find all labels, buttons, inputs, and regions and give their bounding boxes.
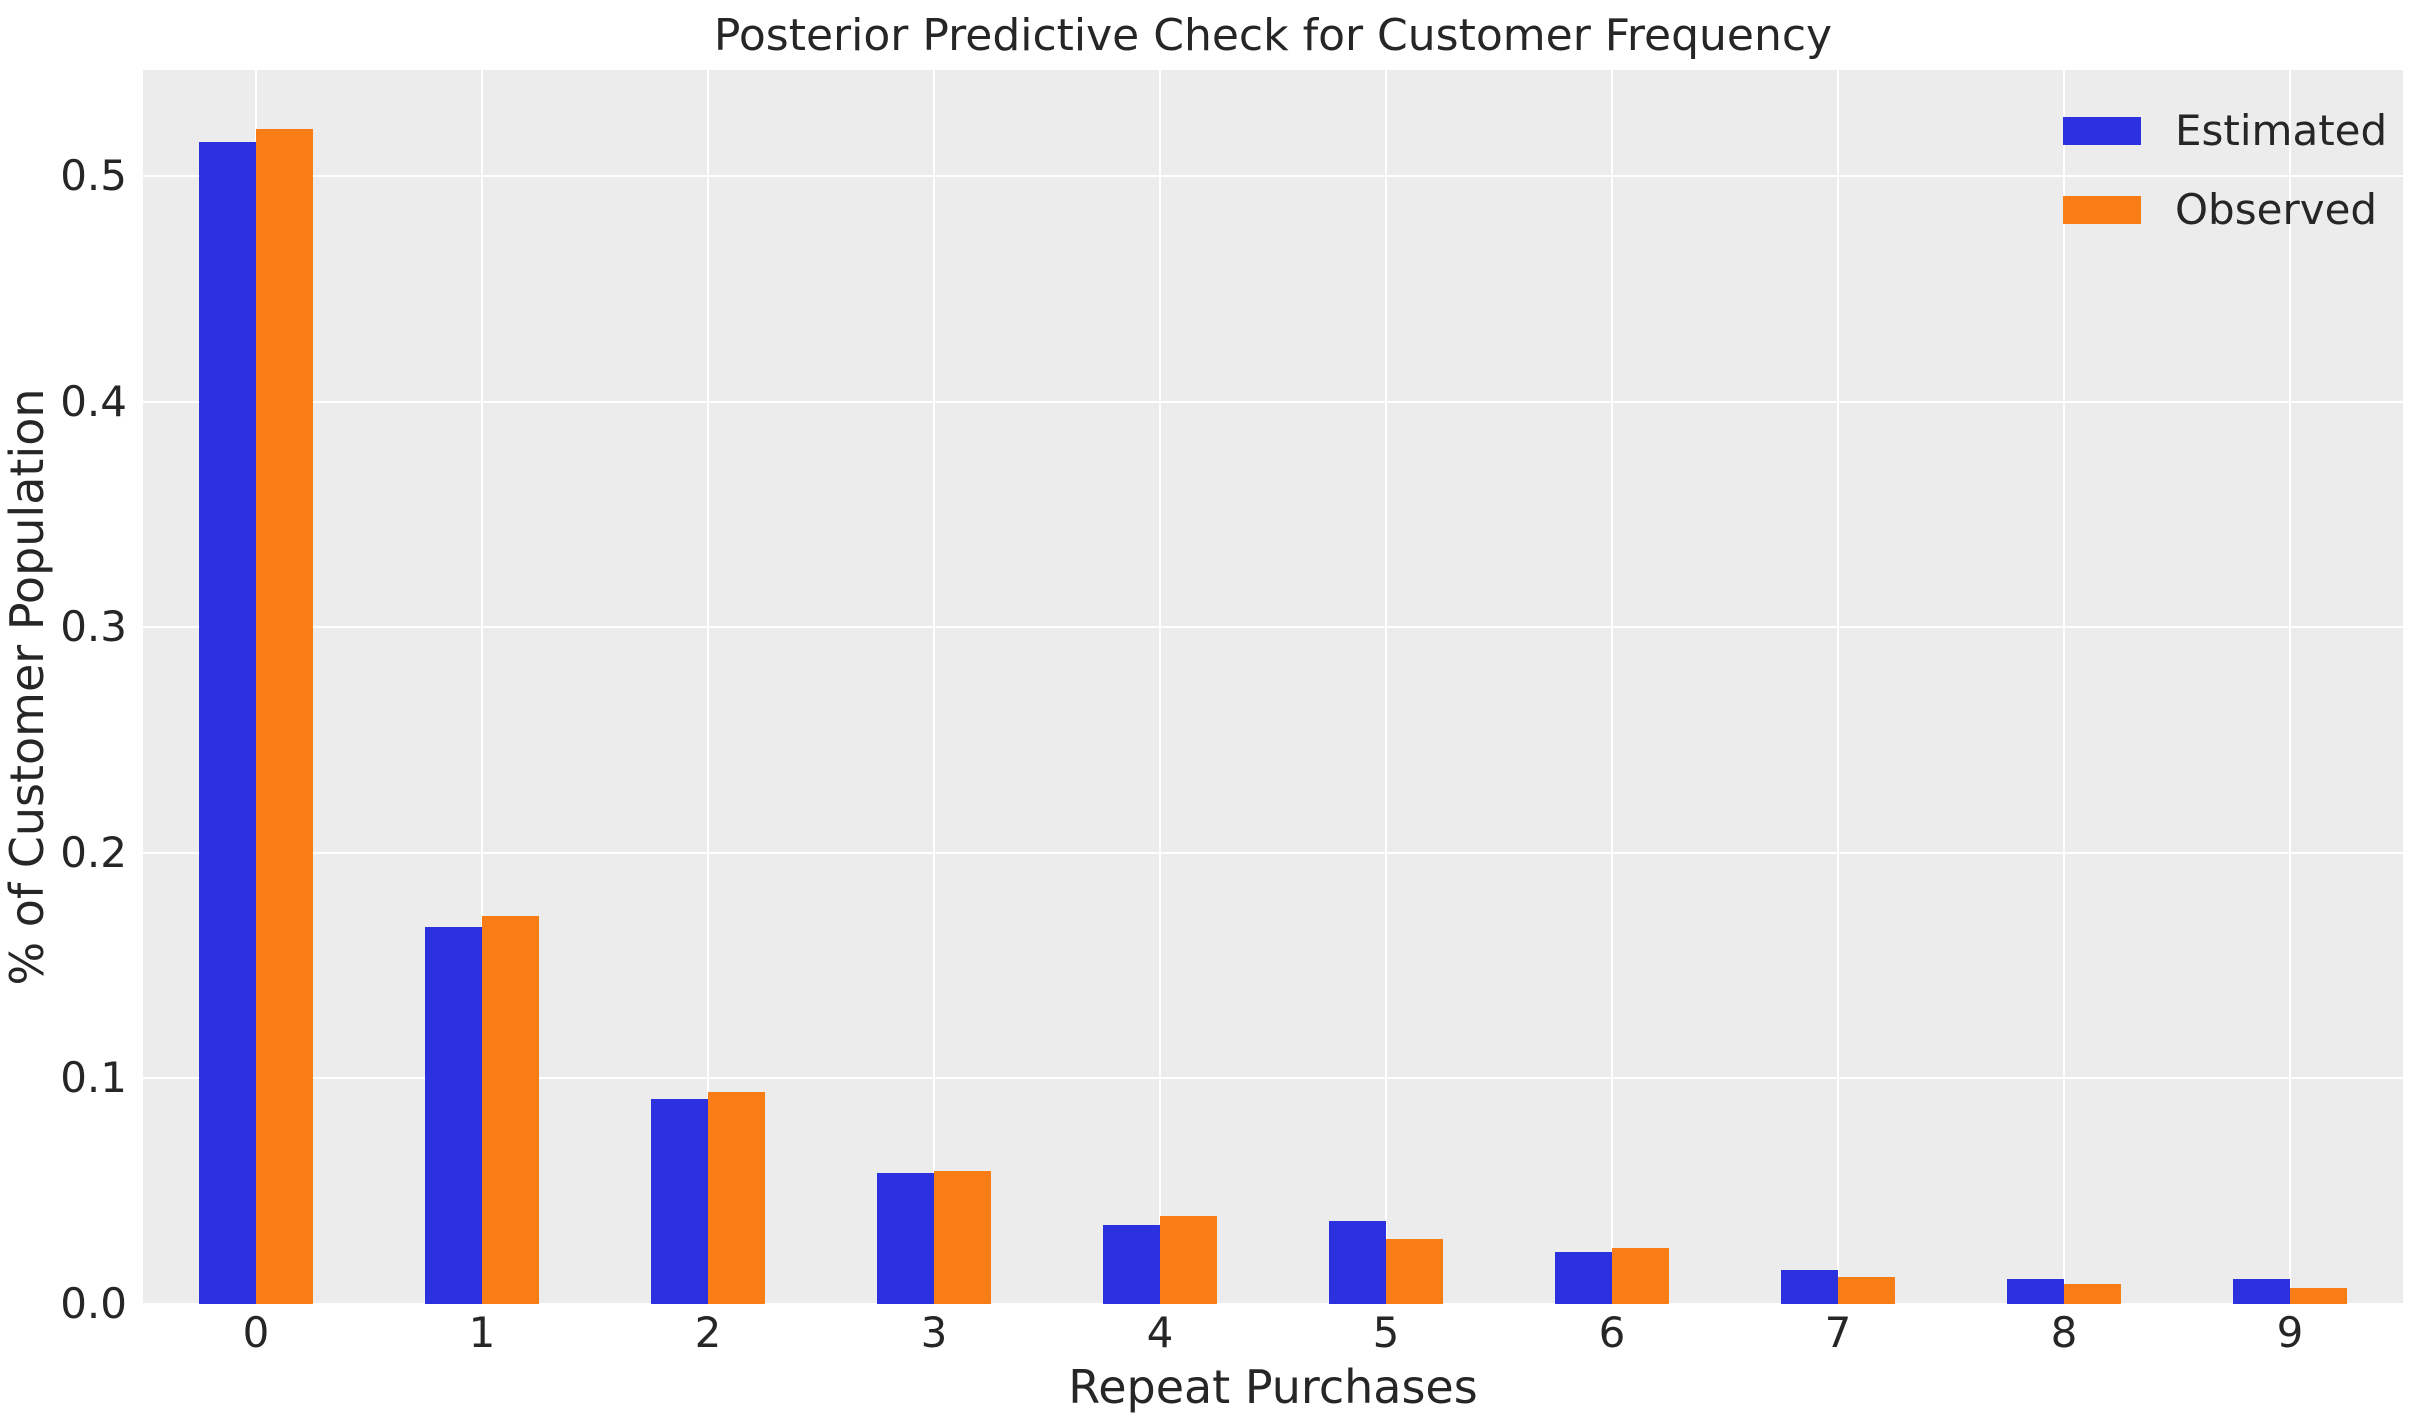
gridline-vertical <box>1385 70 1387 1304</box>
y-tick-label: 0.1 <box>60 1053 127 1103</box>
bar-estimated-3 <box>877 1173 934 1304</box>
gridline-horizontal <box>143 626 2403 629</box>
bar-estimated-4 <box>1103 1225 1160 1304</box>
gridline-horizontal <box>143 400 2403 403</box>
bar-observed-7 <box>1838 1276 1895 1304</box>
gridline-vertical <box>481 70 483 1304</box>
y-tick-label: 0.3 <box>60 602 127 652</box>
bar-estimated-6 <box>1555 1252 1612 1304</box>
gridline-horizontal <box>143 1077 2403 1080</box>
x-tick-label: 7 <box>1824 1308 1852 1357</box>
legend-label: Estimated <box>2175 106 2388 155</box>
x-tick-label: 0 <box>242 1308 270 1357</box>
bar-observed-9 <box>2290 1288 2347 1304</box>
x-axis-label: Repeat Purchases <box>1068 1360 1478 1414</box>
bar-estimated-0 <box>199 142 256 1304</box>
legend: Estimated Observed <box>2063 106 2387 234</box>
x-tick-label: 4 <box>1146 1308 1174 1357</box>
bar-observed-6 <box>1612 1247 1669 1304</box>
gridline-vertical <box>2063 70 2065 1304</box>
legend-swatch-estimated <box>2063 116 2141 145</box>
gridline-vertical <box>933 70 935 1304</box>
bar-estimated-5 <box>1329 1220 1386 1304</box>
x-tick-label: 5 <box>1372 1308 1400 1357</box>
bar-estimated-2 <box>651 1098 708 1304</box>
bar-estimated-8 <box>2007 1279 2064 1304</box>
gridline-vertical <box>1159 70 1161 1304</box>
plot-area <box>143 70 2403 1305</box>
bar-observed-2 <box>708 1091 765 1304</box>
y-tick-label: 0.5 <box>60 151 127 201</box>
y-tick-label: 0.0 <box>60 1279 127 1328</box>
bar-observed-5 <box>1386 1238 1443 1304</box>
gridline-vertical <box>1611 70 1613 1304</box>
gridline-horizontal <box>143 1303 2403 1305</box>
gridline-horizontal <box>143 851 2403 854</box>
bar-observed-3 <box>934 1170 991 1304</box>
bar-observed-0 <box>256 128 313 1304</box>
x-tick-label: 2 <box>694 1308 722 1357</box>
bar-estimated-9 <box>2233 1279 2290 1304</box>
chart-title: Posterior Predictive Check for Customer … <box>713 10 1833 61</box>
x-tick-label: 1 <box>468 1308 496 1357</box>
legend-item-observed: Observed <box>2063 185 2387 234</box>
x-tick-label: 8 <box>2050 1308 2078 1357</box>
bar-estimated-1 <box>425 927 482 1304</box>
gridline-vertical <box>1837 70 1839 1304</box>
gridline-vertical <box>2289 70 2291 1304</box>
y-axis-label: % of Customer Population <box>0 388 54 986</box>
bar-observed-4 <box>1160 1216 1217 1304</box>
bar-observed-8 <box>2064 1283 2121 1304</box>
gridline-vertical <box>707 70 709 1304</box>
y-tick-label: 0.4 <box>60 376 127 426</box>
bar-observed-1 <box>482 915 539 1304</box>
y-tick-label: 0.2 <box>60 827 127 877</box>
legend-item-estimated: Estimated <box>2063 106 2387 155</box>
x-tick-label: 9 <box>2276 1308 2304 1357</box>
x-tick-label: 6 <box>1598 1308 1626 1357</box>
gridline-horizontal <box>143 175 2403 178</box>
bar-estimated-7 <box>1781 1270 1838 1304</box>
x-tick-label: 3 <box>920 1308 948 1357</box>
legend-label: Observed <box>2175 185 2378 234</box>
legend-swatch-observed <box>2063 195 2141 224</box>
